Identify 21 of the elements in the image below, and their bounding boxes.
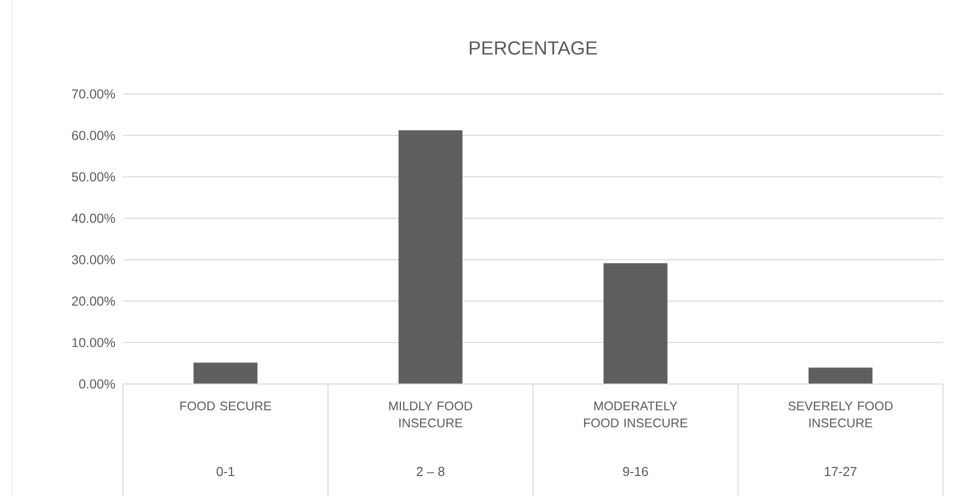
bar — [398, 130, 462, 384]
y-tick-label: 60.00% — [72, 130, 116, 140]
chart-title: PERCENTAGE — [470, 41, 597, 55]
text: 2 – 8 — [416, 466, 444, 476]
y-tick-label: 0.00% — [79, 379, 116, 389]
x-tick-label: FOOD SECURE — [180, 402, 272, 410]
bar — [808, 368, 872, 384]
text: 9-16 — [623, 466, 648, 476]
y-tick-label: 20.00% — [72, 296, 116, 306]
x-tick-label: MODERATELY FOOD INSECURE — [584, 402, 688, 428]
y-tick-label: 40.00% — [72, 214, 116, 223]
bar — [194, 362, 258, 384]
y-tick-label: 10.00% — [72, 338, 116, 348]
y-tick-label: 30.00% — [72, 255, 116, 264]
x-tick-label: SEVERELY FOOD INSECURE — [788, 402, 893, 428]
bar — [604, 263, 668, 384]
y-tick-label: 70.00% — [72, 89, 116, 99]
y-tick-label: 50.00% — [72, 172, 116, 182]
text: 0-1 — [216, 466, 234, 476]
x-tick-label: MILDLY FOOD INSECURE — [389, 402, 472, 428]
text: 17-27 — [824, 466, 856, 476]
